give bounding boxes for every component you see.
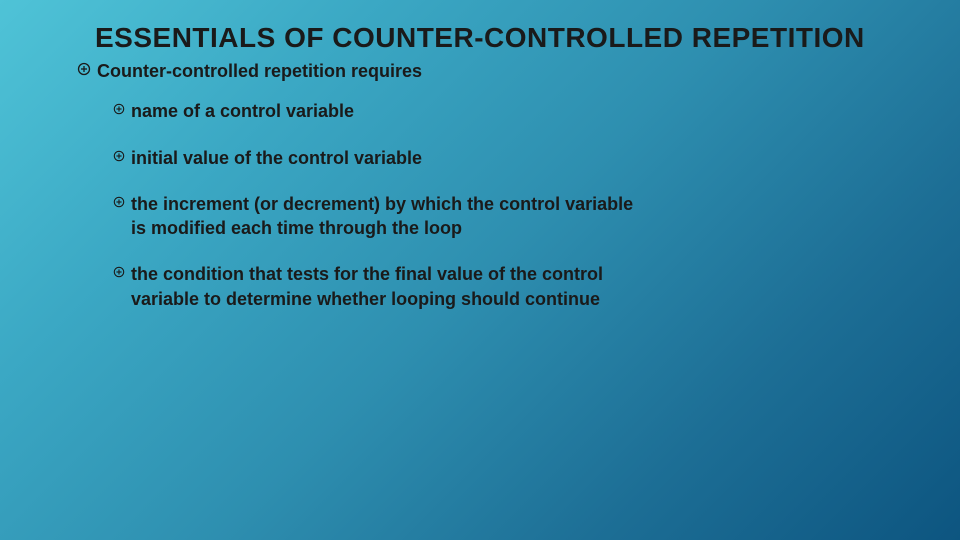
sub-bullet-text: the condition that tests for the final v… [131,262,651,311]
circle-plus-icon [113,266,125,278]
circle-plus-icon [113,103,125,115]
circle-plus-icon [77,62,91,76]
sub-bullet-row: the condition that tests for the final v… [113,262,900,311]
sub-bullet-row: name of a control variable [113,99,900,123]
slide-container: ESSENTIALS OF COUNTER-CONTROLLED REPETIT… [0,0,960,367]
sub-bullet-text: the increment (or decrement) by which th… [131,192,651,241]
sub-bullet-text: name of a control variable [131,99,354,123]
main-bullet-row: Counter-controlled repetition requires [77,59,900,83]
main-bullet-text: Counter-controlled repetition requires [97,59,422,83]
circle-plus-icon [113,150,125,162]
sub-bullet-row: initial value of the control variable [113,146,900,170]
circle-plus-icon [113,196,125,208]
sub-bullets-group: name of a control variable initial value… [95,99,900,311]
sub-bullet-text: initial value of the control variable [131,146,422,170]
sub-bullet-row: the increment (or decrement) by which th… [113,192,900,241]
slide-title: ESSENTIALS OF COUNTER-CONTROLLED REPETIT… [95,20,900,55]
